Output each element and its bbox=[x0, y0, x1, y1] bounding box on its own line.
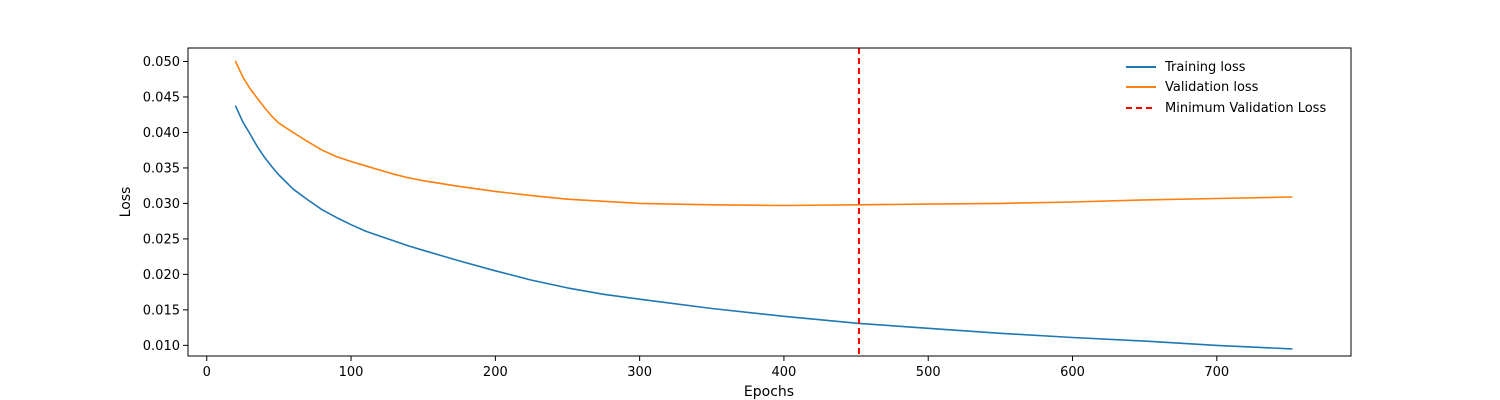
legend: Training loss Validation loss Minimum Va… bbox=[1126, 60, 1326, 116]
y-axis-label: Loss bbox=[118, 187, 134, 218]
y-tick-label: 0.020 bbox=[143, 268, 180, 283]
y-tick-label: 0.045 bbox=[143, 90, 180, 105]
y-tick-label: 0.025 bbox=[143, 232, 180, 247]
x-axis: 0 100 200 300 400 500 600 700 bbox=[203, 356, 1229, 380]
y-tick-label: 0.035 bbox=[143, 161, 180, 176]
y-tick-label: 0.010 bbox=[143, 339, 180, 354]
x-tick-label: 200 bbox=[483, 365, 508, 380]
x-tick-label: 300 bbox=[627, 365, 652, 380]
legend-label-validation: Validation loss bbox=[1165, 80, 1259, 95]
y-tick-label: 0.030 bbox=[143, 197, 180, 212]
x-tick-label: 400 bbox=[772, 365, 797, 380]
y-tick-label: 0.040 bbox=[143, 126, 180, 141]
x-tick-label: 0 bbox=[203, 365, 211, 380]
plot-area bbox=[234, 48, 1293, 356]
y-tick-label: 0.015 bbox=[143, 303, 180, 318]
x-tick-label: 700 bbox=[1204, 365, 1229, 380]
y-axis: 0.010 0.015 0.020 0.025 0.030 0.035 0.040 0.045… bbox=[143, 55, 188, 354]
x-axis-label: Epochs bbox=[744, 384, 794, 400]
legend-label-training: Training loss bbox=[1164, 60, 1246, 75]
validation-loss-line bbox=[234, 60, 1293, 207]
x-tick-label: 600 bbox=[1060, 365, 1085, 380]
training-loss-line bbox=[234, 105, 1293, 350]
legend-label-min-val: Minimum Validation Loss bbox=[1165, 101, 1326, 116]
x-tick-label: 500 bbox=[916, 365, 941, 380]
plot-frame bbox=[187, 47, 1352, 357]
x-tick-label: 100 bbox=[339, 365, 364, 380]
y-tick-label: 0.050 bbox=[143, 55, 180, 70]
